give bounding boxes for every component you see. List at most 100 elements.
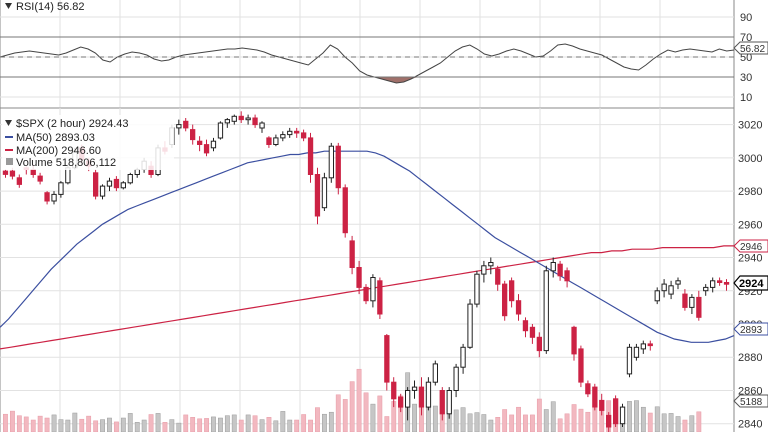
candle-down: [599, 399, 605, 411]
candle-down: [190, 129, 196, 141]
candle-up: [370, 277, 376, 302]
candle-up: [432, 363, 439, 383]
candle-down: [592, 386, 598, 408]
candle-up: [640, 343, 647, 350]
rsi-collapse-icon[interactable]: [5, 3, 12, 9]
candle-down: [2, 170, 9, 175]
candle-down: [238, 115, 244, 121]
volume-bar: [349, 381, 355, 432]
volume-bar: [322, 413, 327, 432]
candle-down: [398, 396, 404, 408]
volume-bar: [481, 414, 487, 432]
volume-bar: [412, 403, 417, 432]
volume-bar: [176, 422, 182, 432]
volume-bar: [523, 414, 528, 432]
volume-bar: [107, 417, 112, 432]
candle-up: [550, 262, 556, 272]
candle-down: [183, 120, 189, 129]
candle-up: [453, 366, 459, 392]
candle-up: [259, 122, 265, 129]
volume-bar: [550, 401, 556, 432]
price-tick-label: 2860: [738, 385, 762, 397]
candle-down: [266, 137, 272, 145]
volume-bar: [564, 413, 570, 432]
volume-bar: [432, 405, 438, 432]
legend-symbol: $SPX (2 hour) 2924.43: [16, 118, 129, 130]
volume-bar: [120, 417, 126, 432]
candle-up: [467, 303, 473, 348]
candle-down: [564, 270, 570, 282]
volume-bar: [44, 417, 50, 432]
price-collapse-icon[interactable]: [5, 120, 12, 126]
candle-up: [245, 117, 251, 121]
candle-up: [411, 386, 418, 391]
rsi-badge-value: 56.82: [740, 44, 765, 55]
candle-up: [703, 286, 709, 292]
candle-down: [377, 280, 383, 315]
candle-up: [127, 174, 133, 184]
candle-up: [58, 182, 64, 195]
volume-bar: [259, 419, 265, 432]
rsi-axis: 90 70 50 30 10: [740, 12, 752, 104]
volume-bar: [218, 417, 223, 432]
candle-down: [515, 300, 522, 315]
price-tick-label: 2840: [738, 419, 762, 431]
candle-down: [356, 267, 362, 288]
candle-down: [613, 398, 619, 425]
candle-down: [16, 177, 23, 185]
volume-bar: [134, 422, 140, 432]
candle-up: [120, 182, 126, 189]
volume-bar: [543, 409, 549, 432]
candle-up: [280, 134, 286, 139]
volume-badge-value: 5188: [740, 397, 763, 408]
candle-down: [522, 320, 529, 332]
candle-down: [536, 336, 543, 352]
rsi-panel-frame: [0, 0, 735, 109]
candle-up: [474, 273, 480, 305]
candle-up: [668, 285, 674, 295]
candle-down: [363, 286, 369, 302]
candle-up: [619, 406, 626, 425]
candle-up: [99, 185, 106, 197]
volume-bar: [308, 419, 313, 432]
volume-badge: 5188: [733, 394, 768, 408]
volume-bar: [287, 419, 293, 432]
volume-bar: [342, 399, 348, 432]
volume-bar: [328, 411, 334, 432]
rsi-value-badge: 56.82: [733, 41, 768, 55]
legend-ma50: MA(50) 2893.03: [16, 132, 95, 144]
candle-up: [543, 270, 549, 352]
price-tick-label: 2980: [738, 186, 762, 198]
candle-up: [460, 346, 466, 368]
volume-bar: [93, 420, 99, 432]
volume-bar: [294, 419, 300, 432]
volume-bar: [453, 409, 459, 432]
volume-bar: [197, 418, 203, 432]
rsi-tick-label: 90: [740, 12, 752, 24]
candle-up: [210, 140, 217, 149]
candle-up: [633, 346, 640, 358]
volume-bar: [557, 418, 563, 432]
volume-bar: [169, 419, 175, 432]
candle-up: [446, 390, 452, 415]
candle-up: [626, 346, 633, 375]
candle-up: [224, 119, 230, 124]
volume-bar: [79, 418, 85, 432]
candle-down: [647, 343, 653, 347]
volume-bar: [467, 413, 473, 432]
price-axis: 3020300029802960294029202900288028602840: [738, 120, 762, 431]
candle-down: [37, 175, 43, 182]
candle-down: [203, 144, 210, 154]
volume-bar: [183, 414, 189, 432]
volume-bar: [51, 414, 57, 432]
candle-down: [252, 117, 258, 126]
volume-bar: [530, 414, 535, 432]
price-panel: 3020300029802960294029202900288028602840…: [0, 107, 768, 432]
candle-up: [689, 296, 695, 308]
candle-up: [273, 137, 279, 145]
volume-bar: [654, 406, 660, 432]
volume-bar: [363, 392, 369, 432]
candle-down: [342, 187, 348, 234]
candle-up: [134, 169, 140, 175]
rsi-badge-shape: [733, 41, 768, 55]
